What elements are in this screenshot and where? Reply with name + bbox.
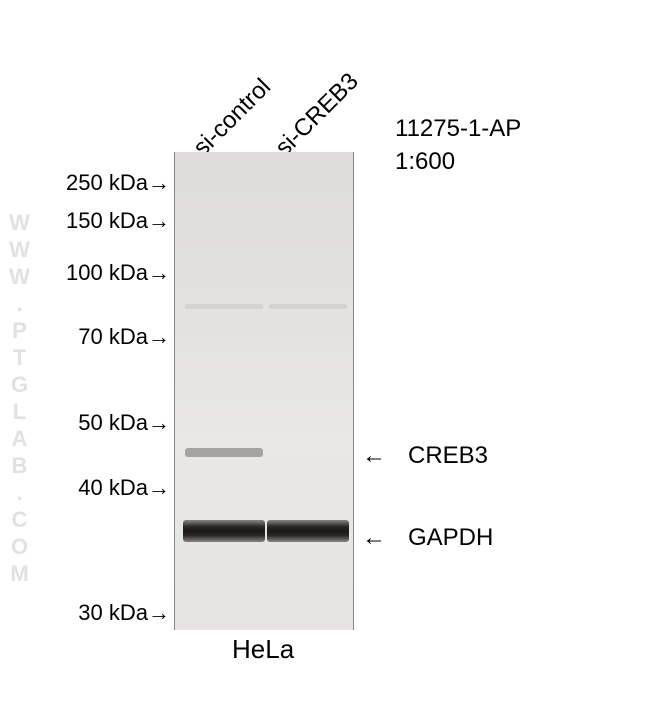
western-blot-figure: WWW.PTGLAB.COM si-control si-CREB3 11275… [0,0,650,704]
arrow-right-icon: → [148,324,170,350]
blot-membrane [174,152,354,630]
mw-marker-30-text: 30 kDa [78,600,148,625]
mw-marker-40: 40 kDa→ [42,475,170,501]
cellline-label: HeLa [232,634,294,665]
band-faint-lane2 [269,304,347,309]
arrow-right-icon: → [148,475,170,501]
mw-marker-70: 70 kDa→ [42,324,170,350]
mw-marker-50-text: 50 kDa [78,410,148,435]
mw-marker-100: 100 kDa→ [42,260,170,286]
arrow-right-icon: → [148,600,170,626]
band-faint-lane1 [185,304,263,309]
band-gapdh-lane1 [183,520,265,542]
mw-marker-250-text: 250 kDa [66,170,148,195]
arrow-right-icon: → [148,410,170,436]
lane-label-sicontrol: si-control [188,73,277,162]
mw-marker-40-text: 40 kDa [78,475,148,500]
arrow-left-icon: ← [362,524,386,552]
mw-marker-70-text: 70 kDa [78,324,148,349]
mw-marker-100-text: 100 kDa [66,260,148,285]
arrow-right-icon: → [148,170,170,196]
band-creb3-lane1 [185,448,263,457]
target-label-gapdh: GAPDH [408,524,493,552]
mw-marker-150: 150 kDa→ [42,208,170,234]
arrow-right-icon: → [148,208,170,234]
lane-label-sicreb3: si-CREB3 [270,68,364,162]
antibody-dilution: 1:600 [395,148,455,176]
mw-marker-250: 250 kDa→ [42,170,170,196]
target-label-creb3: CREB3 [408,442,488,470]
band-gapdh-lane2 [267,520,349,542]
arrow-right-icon: → [148,260,170,286]
antibody-catalog: 11275-1-AP [395,115,521,143]
mw-marker-50: 50 kDa→ [42,410,170,436]
watermark-text: WWW.PTGLAB.COM [6,210,32,588]
mw-marker-30: 30 kDa→ [42,600,170,626]
arrow-left-icon: ← [362,442,386,470]
mw-marker-150-text: 150 kDa [66,208,148,233]
